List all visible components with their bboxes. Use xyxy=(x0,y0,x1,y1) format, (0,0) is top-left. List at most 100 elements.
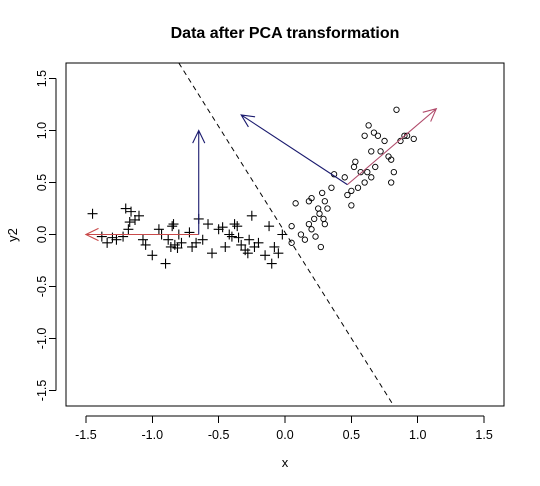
plus-point xyxy=(96,231,107,242)
x-tick-label: 0.5 xyxy=(343,428,360,442)
plus-point xyxy=(140,239,151,250)
plus-point xyxy=(260,250,271,261)
circle-point xyxy=(288,223,295,230)
x-tick-label: 1.5 xyxy=(475,428,492,442)
plus-point xyxy=(226,231,237,242)
circle-point xyxy=(374,132,382,139)
plus-point xyxy=(123,224,134,235)
y-tick-label: 0.0 xyxy=(35,226,49,243)
plus-point xyxy=(277,229,288,240)
plus-point xyxy=(147,250,158,261)
x-tick-label: 0.0 xyxy=(276,428,293,442)
y-tick-label: -0.5 xyxy=(35,276,49,298)
circle-point xyxy=(393,106,400,113)
circle-point xyxy=(315,205,322,212)
circle-point xyxy=(308,194,315,202)
plus-point xyxy=(229,219,240,230)
chart-title: Data after PCA transformation xyxy=(171,25,400,42)
circle-point xyxy=(319,189,326,197)
circle-point xyxy=(305,220,313,228)
x-tick-label: 1.0 xyxy=(409,428,426,442)
circle-point xyxy=(401,132,408,139)
plus-point xyxy=(233,232,244,243)
plus-point xyxy=(246,210,257,221)
circle-point xyxy=(312,233,319,240)
circle-point xyxy=(328,184,335,191)
plus-point xyxy=(176,237,187,248)
circle-point xyxy=(324,205,331,212)
plus-point xyxy=(124,217,135,228)
circle-point xyxy=(297,231,305,238)
circle-point xyxy=(368,148,375,155)
circle-point xyxy=(348,202,355,209)
plus-point xyxy=(224,229,235,240)
plus-point xyxy=(191,237,202,248)
plus-point xyxy=(87,208,98,219)
circle-point xyxy=(410,135,417,143)
plus-point xyxy=(137,234,148,245)
plus-point xyxy=(102,237,113,248)
x-tick-label: -1.0 xyxy=(141,428,163,442)
plus-point xyxy=(184,227,195,238)
y-axis-label: y2 xyxy=(5,228,20,242)
circle-point xyxy=(361,179,368,186)
y-tick-label: -1.5 xyxy=(35,380,49,402)
y-tick-label: -1.0 xyxy=(35,328,49,350)
y-tick-label: 1.5 xyxy=(35,70,49,87)
circle-point xyxy=(372,163,379,171)
plus-point xyxy=(130,214,141,225)
plus-point xyxy=(197,234,208,245)
circle-point xyxy=(357,168,364,176)
x-tick-label: -1.5 xyxy=(75,428,97,442)
plot-frame xyxy=(65,62,505,407)
plus-point xyxy=(244,234,255,245)
circle-point xyxy=(321,198,328,205)
principal-component-arrow xyxy=(347,107,438,186)
plus-point xyxy=(163,234,174,245)
plus-point xyxy=(269,241,280,252)
circle-point xyxy=(308,226,315,233)
y-tick-label: 1.0 xyxy=(35,122,49,139)
plus-point xyxy=(242,248,253,259)
circle-point xyxy=(288,239,295,246)
circle-point xyxy=(390,168,397,176)
circle-point xyxy=(344,191,351,199)
points-layer xyxy=(87,106,417,269)
plus-point xyxy=(153,224,164,235)
plus-point xyxy=(187,241,198,252)
plus-point xyxy=(264,221,275,232)
circle-point xyxy=(354,184,362,191)
plus-point xyxy=(168,219,179,230)
plus-point xyxy=(203,219,214,230)
plus-point xyxy=(126,206,137,217)
y-tick-label: 0.5 xyxy=(35,174,49,191)
circle-point xyxy=(341,174,348,181)
x-tick-label: -0.5 xyxy=(208,428,230,442)
arrows-layer xyxy=(84,107,438,242)
x-axis-label: x xyxy=(282,455,289,470)
circle-point xyxy=(388,179,395,186)
plus-point xyxy=(220,241,231,252)
plus-point xyxy=(249,241,260,252)
circle-point xyxy=(381,137,388,145)
circle-point xyxy=(292,200,299,207)
circle-point xyxy=(370,129,378,136)
circle-point xyxy=(316,210,323,217)
circle-point xyxy=(317,243,324,251)
plus-point xyxy=(217,222,228,233)
principal-component-arrow xyxy=(192,129,206,235)
x-axis: -1.5 -1.0 -0.5 0.0 0.5 1.0 1.5 xyxy=(75,415,493,442)
plus-point xyxy=(160,258,171,269)
plus-point xyxy=(172,243,183,254)
principal-component-arrow xyxy=(240,114,348,186)
circle-point xyxy=(388,156,395,163)
principal-component-arrow xyxy=(84,227,199,242)
circle-point xyxy=(361,132,368,139)
plus-point xyxy=(134,210,144,221)
plus-point xyxy=(236,239,247,250)
plus-point xyxy=(213,224,224,235)
plus-point xyxy=(266,258,277,269)
plus-point xyxy=(165,241,176,252)
plus-point xyxy=(207,248,217,259)
